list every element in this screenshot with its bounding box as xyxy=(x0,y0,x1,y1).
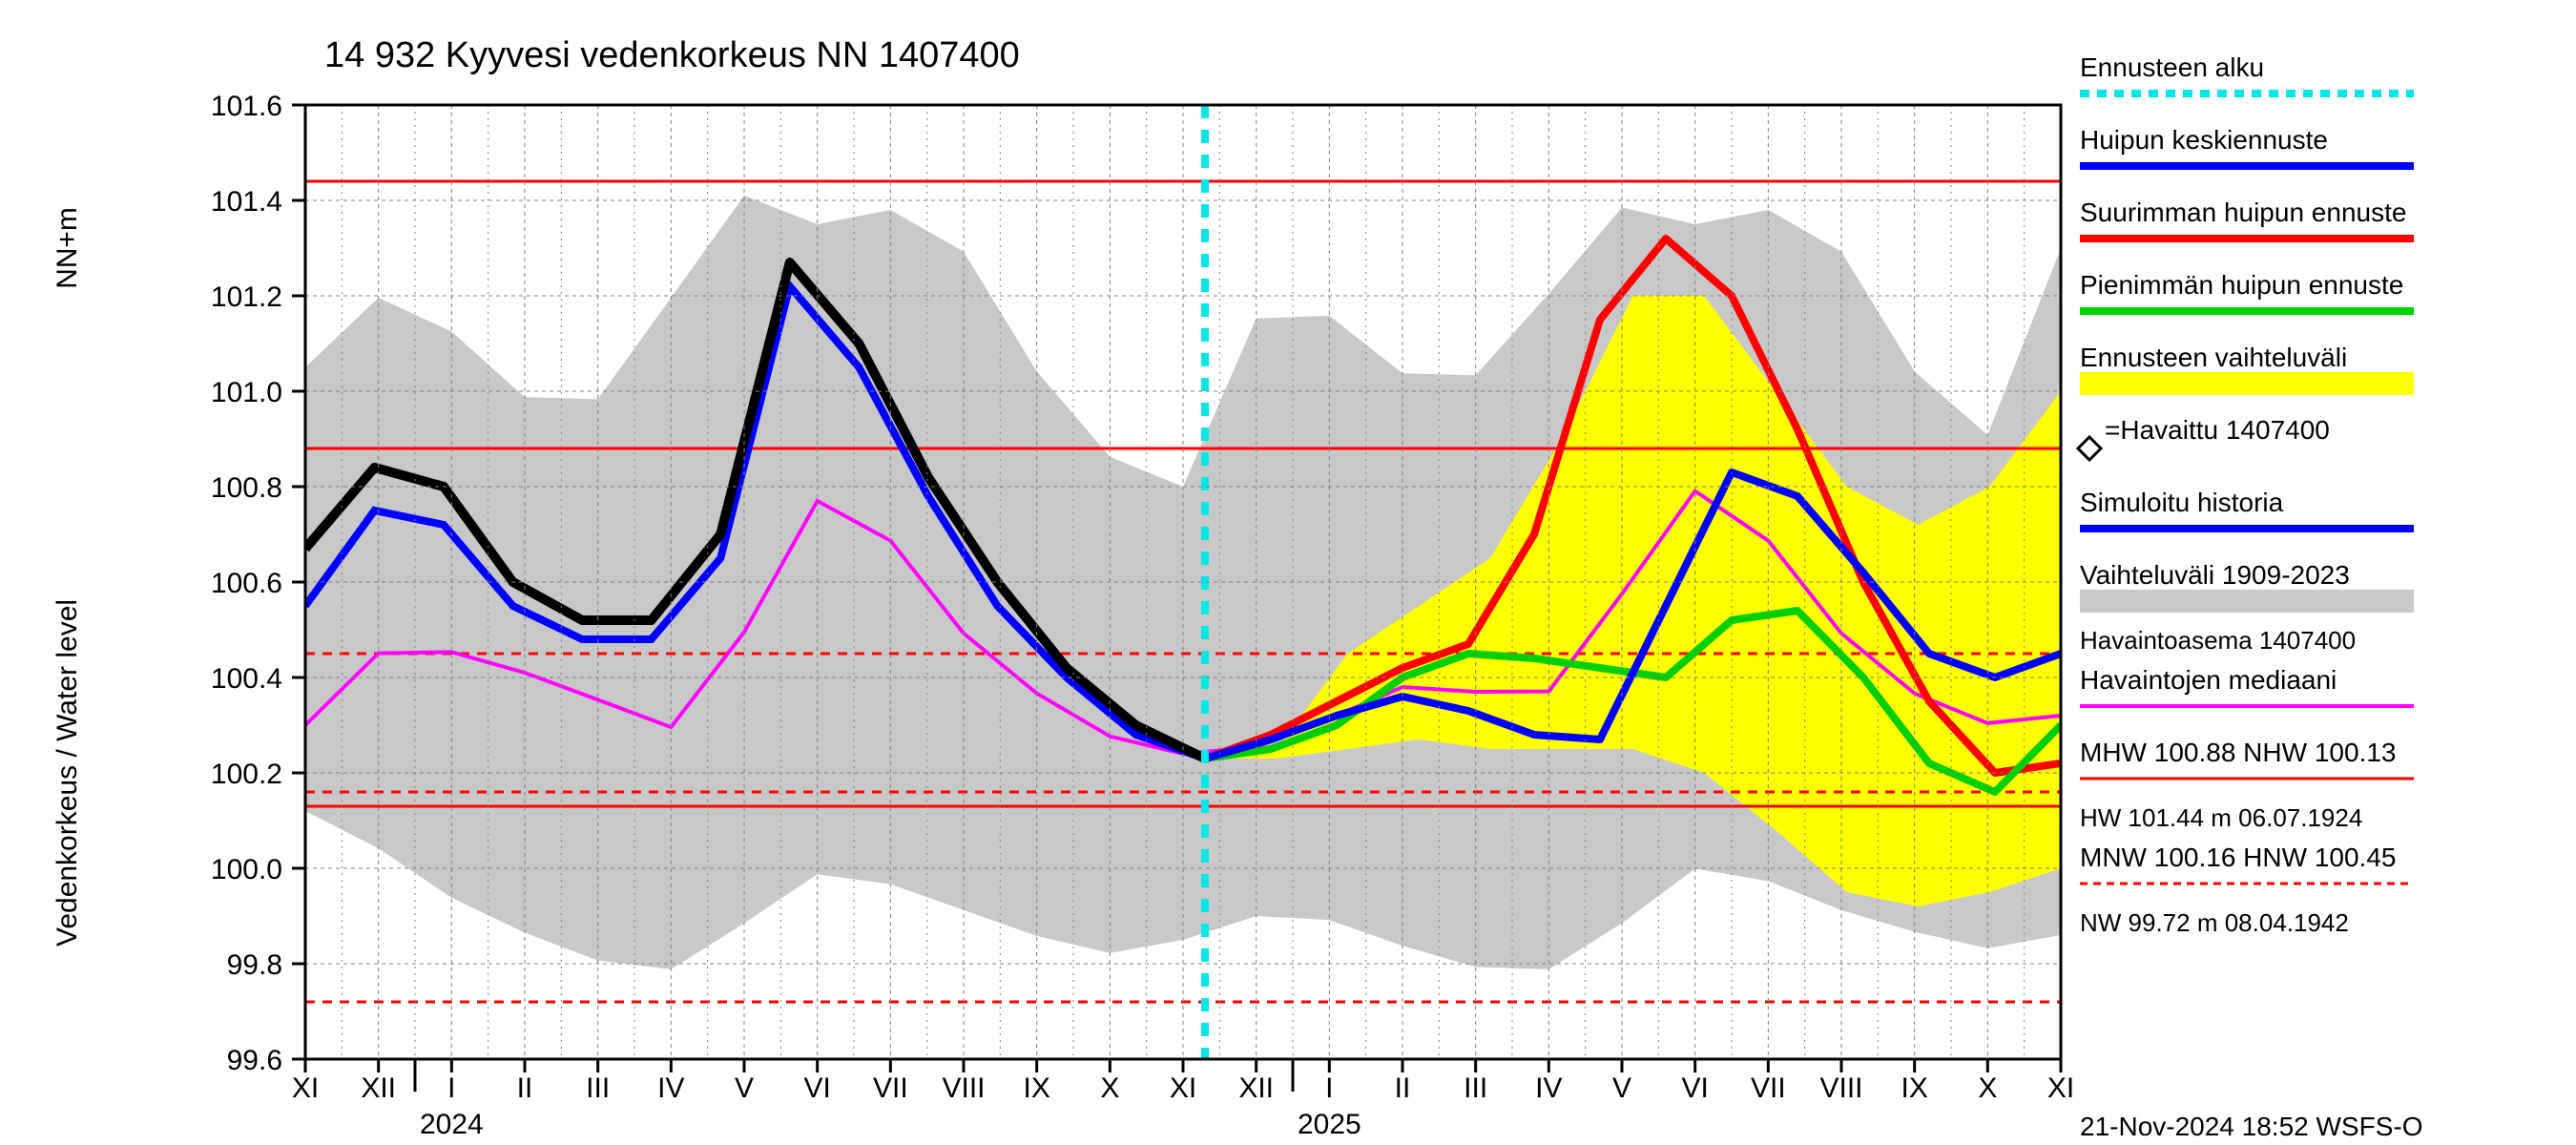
legend-label-peak_mean: Huipun keskiennuste xyxy=(2080,125,2328,155)
legend-label-peak_min: Pienimmän huipun ennuste xyxy=(2080,270,2403,300)
water-level-chart: 14 932 Kyyvesi vedenkorkeus NN 1407400 99… xyxy=(0,0,2576,1145)
x-tick-label: III xyxy=(1464,1072,1487,1104)
x-tick-label: II xyxy=(1395,1072,1411,1104)
x-tick-label: X xyxy=(1978,1072,1997,1104)
x-tick-label: II xyxy=(517,1072,533,1104)
legend-label-peak_max: Suurimman huipun ennuste xyxy=(2080,198,2406,227)
y-tick-label: 101.2 xyxy=(211,281,282,313)
y-tick-label: 99.8 xyxy=(227,949,282,981)
y-tick-label: 100.6 xyxy=(211,568,282,599)
x-tick-label: IV xyxy=(657,1072,684,1104)
x-tick-label: V xyxy=(1612,1072,1631,1104)
y-tick-label: 101.6 xyxy=(211,91,282,122)
x-tick-label: XI xyxy=(292,1072,319,1104)
footer-timestamp: 21-Nov-2024 18:52 WSFS-O xyxy=(2080,1112,2423,1141)
x-tick-label: IV xyxy=(1535,1072,1562,1104)
x-year-label: 2024 xyxy=(420,1109,484,1140)
legend-sub-nw_block: NW 99.72 m 08.04.1942 xyxy=(2080,908,2349,937)
y-axis-label-outer: Vedenkorkeus / Water level xyxy=(52,599,83,947)
y-tick-label: 100.8 xyxy=(211,472,282,504)
x-tick-label: XI xyxy=(2047,1072,2074,1104)
x-tick-label: VIII xyxy=(942,1072,985,1104)
x-tick-label: IX xyxy=(1901,1072,1927,1104)
x-tick-label: VI xyxy=(1681,1072,1708,1104)
legend-label-observed: =Havaittu 1407400 xyxy=(2105,415,2330,445)
x-tick-label: VII xyxy=(1751,1072,1786,1104)
legend-label-nw_block: MNW 100.16 HNW 100.45 xyxy=(2080,843,2396,872)
x-tick-label: XII xyxy=(1238,1072,1274,1104)
y-axis: 99.6 99.8 100.0 100.2 100.4 100.6 100.8 101.0 10… xyxy=(211,91,305,1076)
x-tick-label: X xyxy=(1100,1072,1119,1104)
x-tick-label: XII xyxy=(361,1072,396,1104)
legend-label-sim_history: Simuloitu historia xyxy=(2080,488,2284,517)
legend-label-hist_range: Vaihteluväli 1909-2023 xyxy=(2080,560,2350,590)
y-tick-label: 101.0 xyxy=(211,377,282,408)
x-tick-label: IX xyxy=(1023,1072,1049,1104)
y-tick-label: 100.4 xyxy=(211,663,282,695)
legend-label-hw_block: MHW 100.88 NHW 100.13 xyxy=(2080,738,2396,767)
y-axis-label-inner: NN+m xyxy=(52,207,83,289)
y-tick-label: 100.2 xyxy=(211,759,282,790)
legend-label-median: Havaintojen mediaani xyxy=(2080,665,2337,695)
x-tick-label: I xyxy=(1325,1072,1333,1104)
x-tick-label: VI xyxy=(803,1072,830,1104)
legend-label-forecast_start: Ennusteen alku xyxy=(2080,52,2264,82)
x-year-label: 2025 xyxy=(1298,1109,1361,1140)
y-tick-label: 99.6 xyxy=(227,1045,282,1076)
x-tick-label: V xyxy=(735,1072,754,1104)
x-tick-label: XI xyxy=(1170,1072,1196,1104)
chart-title: 14 932 Kyyvesi vedenkorkeus NN 1407400 xyxy=(324,35,1020,75)
legend-label-forecast_range: Ennusteen vaihteluväli xyxy=(2080,343,2347,372)
legend: Ennusteen alku Huipun keskiennuste Suurimm… xyxy=(2078,52,2414,937)
legend-sub-hw_block: HW 101.44 m 06.07.1924 xyxy=(2080,803,2362,832)
legend-sub-hist_range: Havaintoasema 1407400 xyxy=(2080,626,2356,655)
y-tick-label: 101.4 xyxy=(211,186,282,218)
x-tick-label: VIII xyxy=(1819,1072,1862,1104)
x-tick-label: VII xyxy=(873,1072,908,1104)
x-axis: XIXIIIIIIIIIVVVIVIIVIIIIXXXIXIIIIIIIIIVV… xyxy=(292,1059,2074,1140)
y-tick-label: 100.0 xyxy=(211,854,282,885)
x-tick-label: III xyxy=(586,1072,610,1104)
x-tick-label: I xyxy=(447,1072,455,1104)
